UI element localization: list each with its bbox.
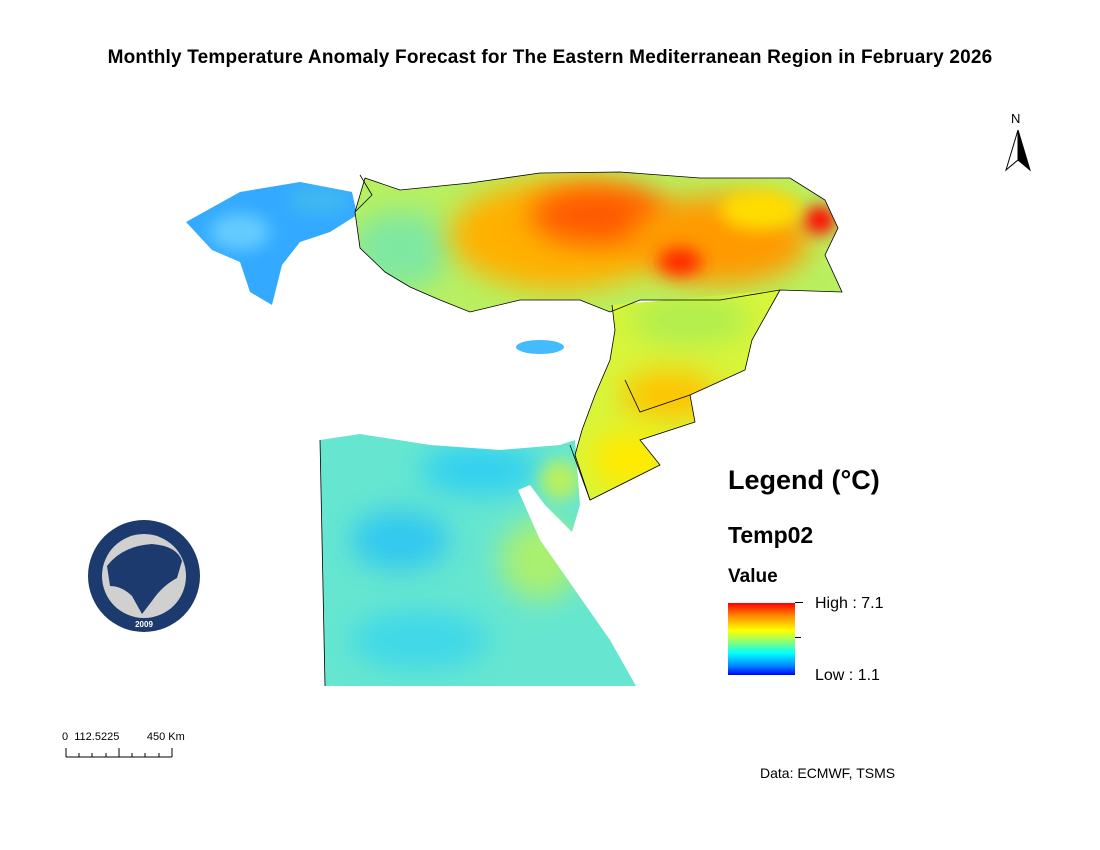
scale-mid: 112.5225 [74, 731, 120, 743]
emcc-logo: 2009 [88, 520, 200, 632]
map-title: Monthly Temperature Anomaly Forecast for… [107, 47, 993, 68]
turkey-region [355, 172, 842, 312]
scale-end: 450 [146, 731, 166, 743]
greece-region [186, 182, 357, 305]
country-borders [319, 171, 843, 687]
north-arrow-icon [1005, 129, 1031, 172]
logo-year: 2009 [135, 620, 153, 629]
legend-field-name: Value [728, 566, 778, 587]
legend-tick [795, 602, 803, 603]
legend-low-label: Low : 1.1 [815, 667, 880, 684]
legend-high-label: High : 7.1 [815, 595, 884, 612]
scale-bar-labels: 0 112.5225 450 Km [62, 731, 185, 743]
north-label: N [1011, 111, 1021, 126]
scale-unit: Km [168, 731, 185, 743]
legend-tick [795, 637, 801, 638]
legend-color-ramp [728, 603, 795, 675]
legend-title: Legend (°C) [728, 465, 880, 495]
cyprus-region [516, 340, 564, 354]
scale-bar [65, 748, 173, 758]
data-source: Data: ECMWF, TSMS [760, 765, 896, 781]
legend-layer-name: Temp02 [728, 522, 814, 548]
scale-zero: 0 [62, 731, 69, 743]
